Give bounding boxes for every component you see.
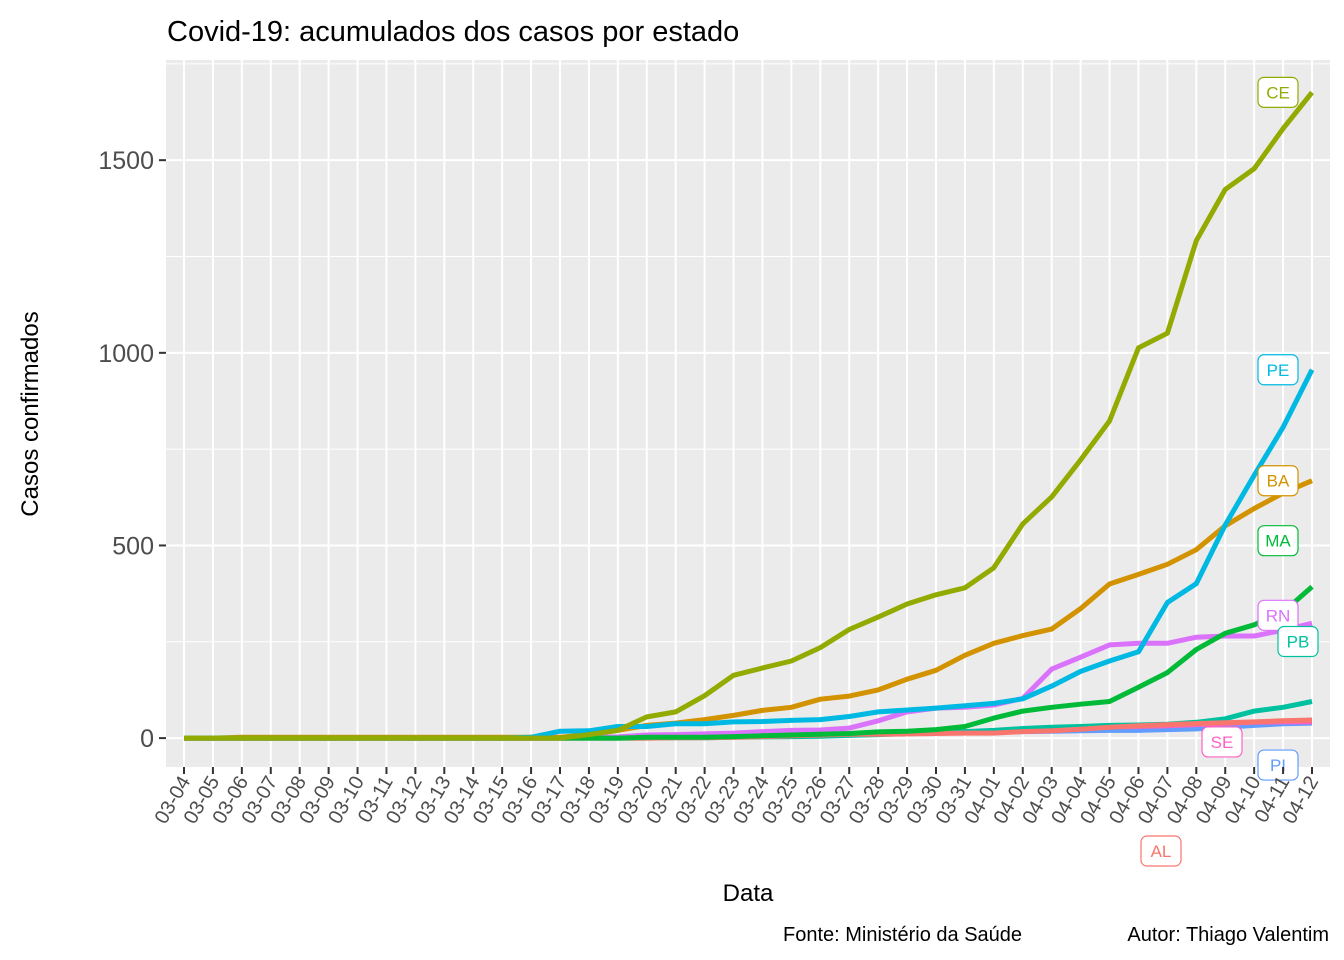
y-axis: 0 500 1000 1500 <box>98 147 166 753</box>
series-label-box-pi <box>1257 749 1299 781</box>
y-tick-label: 500 <box>112 532 154 560</box>
chart-title: Covid-19: acumulados dos casos por estad… <box>167 16 739 48</box>
series-label-al: AL <box>1151 842 1172 861</box>
series-label-se: SE <box>1211 733 1234 752</box>
series-label-box-al <box>1140 835 1182 867</box>
series-lines <box>184 90 1315 741</box>
caption-source: Fonte: Ministério da Saúde <box>783 924 1022 946</box>
series-labels: CE PE BA MA RN AL PB SE PI <box>1140 76 1319 867</box>
y-tick-label: 1500 <box>98 147 154 175</box>
series-label-box-ma <box>1257 525 1299 557</box>
series-line-ce <box>184 90 1314 741</box>
y-axis-title: Casos confirmados <box>17 311 44 516</box>
series-label-box-se <box>1201 726 1243 758</box>
series-label-ba: BA <box>1267 472 1290 491</box>
series-label-box-ba <box>1257 465 1299 497</box>
y-tick-label: 0 <box>140 725 154 753</box>
y-tick-label: 1000 <box>98 340 154 368</box>
series-label-pi: PI <box>1270 756 1286 775</box>
plot-panel <box>166 60 1330 767</box>
x-axis-title: Data <box>723 880 774 907</box>
series-label-pe: PE <box>1267 361 1290 380</box>
series-label-pb: PB <box>1287 633 1310 652</box>
series-label-rn: RN <box>1266 606 1291 625</box>
series-label-box-ce <box>1257 76 1299 108</box>
series-label-ma: MA <box>1265 532 1291 551</box>
x-axis: 03-0403-0503-0603-0703-0803-0903-1003-11… <box>151 767 1323 828</box>
series-label-box-pe <box>1257 354 1299 386</box>
caption-author: Autor: Thiago Valentim <box>1127 924 1329 946</box>
series-label-box-pb <box>1277 625 1319 658</box>
series-label-ce: CE <box>1266 83 1290 102</box>
